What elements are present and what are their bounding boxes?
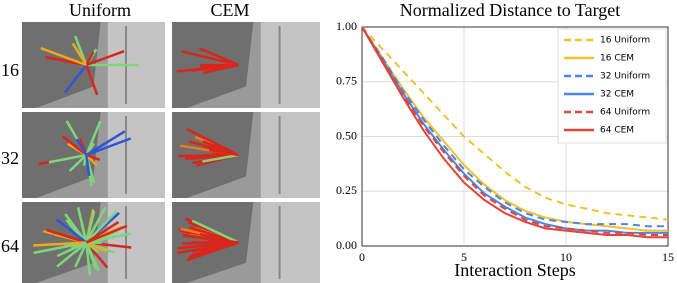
arrow — [56, 241, 87, 258]
column-label: CEM — [210, 0, 249, 20]
legend-label: 64 CEM — [600, 126, 634, 136]
arrow — [85, 51, 95, 66]
legend-label: 64 Uniform — [600, 108, 650, 118]
legend-label: 16 CEM — [600, 54, 634, 64]
arrow — [202, 153, 239, 163]
panel-shape — [260, 22, 320, 108]
series-line — [361, 26, 668, 234]
legend-label: 16 Uniform — [600, 36, 650, 46]
arrow — [201, 241, 239, 254]
arrow — [48, 153, 87, 164]
panel-shape — [124, 206, 127, 279]
arrow — [61, 135, 88, 156]
plot-frame — [361, 26, 669, 247]
legend-label: 32 CEM — [600, 90, 634, 100]
arrow — [74, 241, 88, 268]
x-tick-label: 15 — [662, 250, 674, 264]
chart-title: Normalized Distance to Target — [400, 0, 621, 20]
arrow — [85, 50, 125, 67]
series-line — [361, 26, 668, 237]
arrow — [85, 154, 91, 177]
arrow — [85, 137, 132, 157]
series-line — [361, 26, 668, 239]
panel-shape — [22, 22, 101, 108]
arrow — [76, 207, 88, 243]
panel-shape — [22, 112, 101, 198]
row-label: 64 — [1, 236, 19, 256]
arrow — [85, 224, 128, 244]
y-tick-label: 0.75 — [336, 74, 357, 88]
panel-shape — [278, 26, 281, 104]
arrow — [55, 218, 88, 244]
arrow — [85, 64, 99, 96]
x-tick-label: 5 — [461, 250, 467, 264]
image-panels — [22, 22, 320, 283]
arrow — [85, 241, 108, 253]
y-tick-label: 1.00 — [336, 19, 357, 33]
x-tick-label: 0 — [359, 250, 365, 264]
y-tick-label: 0.00 — [336, 238, 357, 252]
series-line — [361, 26, 669, 221]
arrow — [199, 47, 240, 67]
panel-shape — [107, 112, 165, 198]
panel-shape — [278, 206, 281, 279]
panel-shape — [278, 116, 281, 194]
panel-shape — [260, 202, 320, 283]
y-tick-label: 0.25 — [336, 183, 357, 197]
arrow — [85, 210, 96, 243]
row-label: 16 — [1, 60, 19, 80]
x-axis-label: Interaction Steps — [454, 260, 575, 280]
legend-box — [557, 28, 667, 144]
arrow — [85, 242, 92, 276]
panel-shape — [260, 112, 320, 198]
arrow — [63, 64, 88, 94]
arrow — [71, 42, 88, 66]
arrow — [181, 50, 239, 67]
arrow — [40, 46, 87, 67]
arrow — [191, 219, 240, 244]
arrow — [74, 241, 88, 254]
arrow — [75, 138, 88, 156]
row-label: 32 — [1, 148, 19, 168]
arrow — [85, 210, 118, 244]
arrow — [68, 154, 88, 172]
legend-label: 32 Uniform — [600, 72, 650, 82]
arrow — [208, 148, 239, 157]
arrow — [85, 130, 126, 157]
arrow — [33, 241, 87, 247]
column-label: Uniform — [69, 0, 131, 20]
y-tick-label: 0.50 — [336, 128, 357, 142]
arrow — [86, 232, 132, 244]
arrow — [85, 206, 107, 244]
series-line — [361, 26, 668, 232]
arrow — [45, 228, 87, 244]
arrow — [208, 239, 239, 244]
panel-shape — [124, 116, 127, 194]
arrow — [85, 153, 101, 162]
x-tick-label: 10 — [560, 250, 572, 264]
